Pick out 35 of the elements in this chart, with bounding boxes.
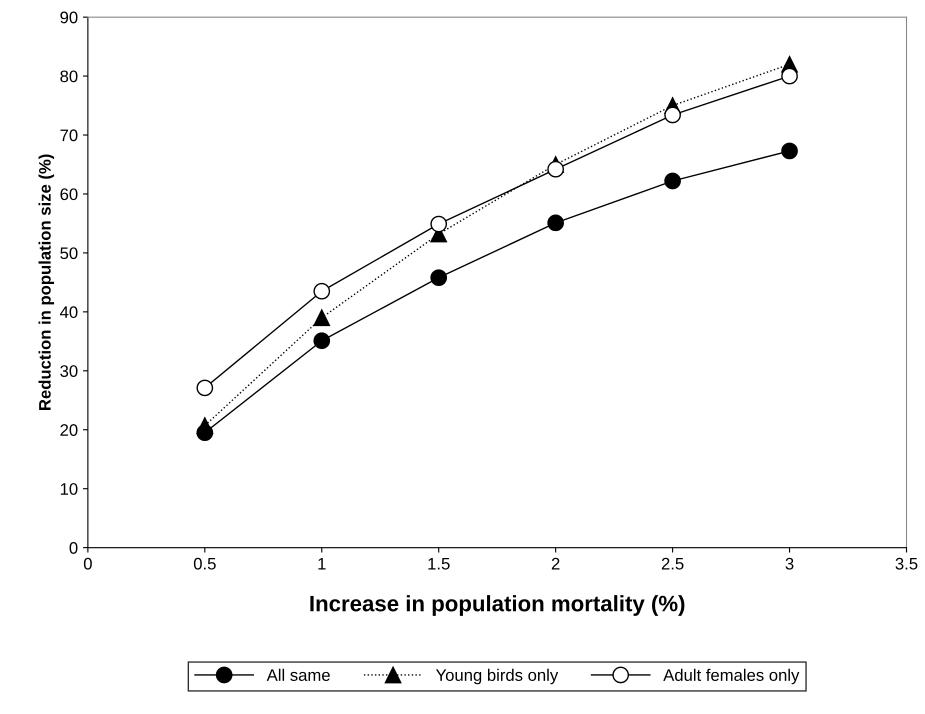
y-tick-label: 90 <box>60 12 78 24</box>
y-tick-label: 70 <box>60 129 78 142</box>
point <box>313 282 330 300</box>
point <box>664 106 681 124</box>
y-tick-label: 60 <box>60 188 78 200</box>
point <box>430 216 448 232</box>
x-tick-label: 2 <box>552 558 560 570</box>
y-tick-label: 80 <box>60 70 78 82</box>
x-tick-label: 0 <box>84 558 92 570</box>
point <box>547 160 564 178</box>
point <box>430 269 448 286</box>
y-axis-title: Reduction in population size (%) <box>38 154 54 410</box>
y-tick-label: 0 <box>70 542 78 554</box>
y-tick-label: 50 <box>60 247 78 260</box>
y-tick-label: 30 <box>60 365 78 378</box>
point <box>196 417 214 434</box>
x-tick-label: 3 <box>786 558 794 570</box>
legend-label: Young birds only <box>436 668 558 684</box>
point <box>313 309 330 326</box>
x-axis-title: Increase in population mortality (%) <box>310 595 684 616</box>
point <box>664 172 681 190</box>
point <box>547 214 564 232</box>
x-tick-label: 0.5 <box>194 558 216 570</box>
y-tick-label: 40 <box>60 306 78 318</box>
x-tick-label: 3.5 <box>896 558 918 570</box>
y-tick-label: 10 <box>60 483 78 495</box>
x-tick-label: 2.5 <box>662 558 684 570</box>
point <box>781 142 798 160</box>
point <box>313 332 330 350</box>
point <box>781 68 798 84</box>
y-tick-label: 20 <box>60 424 78 436</box>
legend-label: All same <box>266 668 330 681</box>
legend-label: Adult females only <box>663 668 800 684</box>
x-tick-label: 1 <box>318 558 326 570</box>
x-tick-label: 1.5 <box>428 558 450 570</box>
